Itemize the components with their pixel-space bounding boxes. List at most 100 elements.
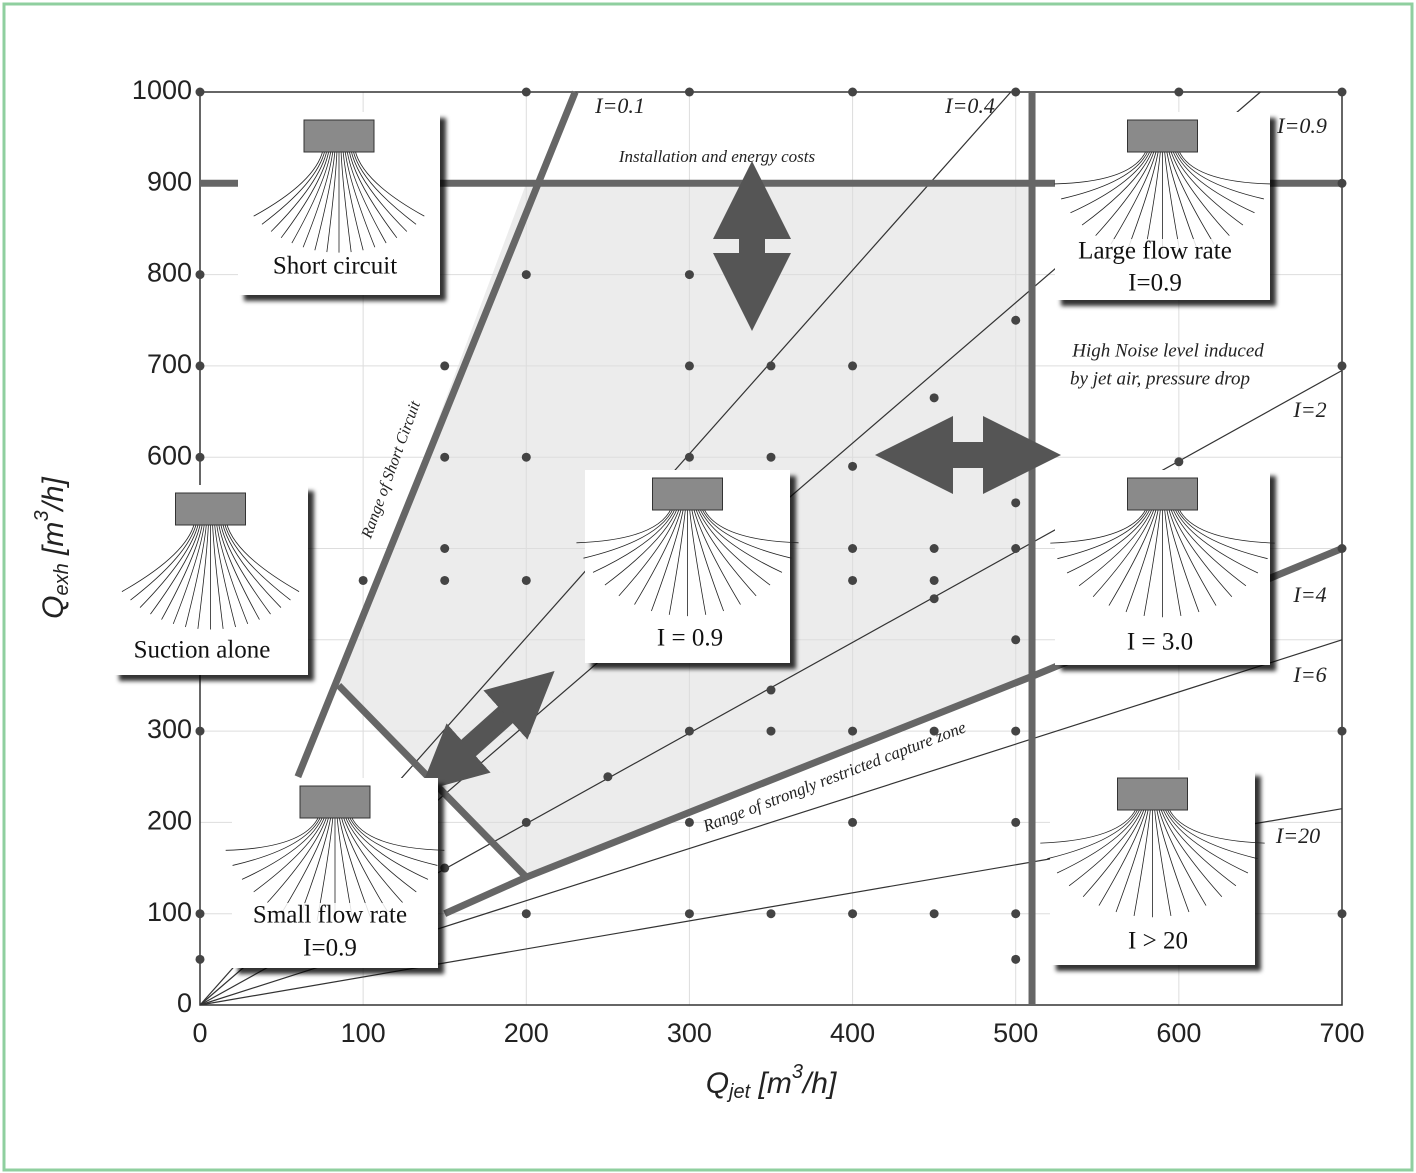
streamline bbox=[634, 507, 682, 605]
streamline bbox=[1066, 507, 1151, 574]
data-point bbox=[1011, 544, 1021, 553]
data-point bbox=[929, 594, 939, 604]
streamline bbox=[232, 815, 322, 866]
inset-label: I=0.9 bbox=[1128, 270, 1182, 297]
inset: I > 20 bbox=[1040, 770, 1265, 965]
streamline bbox=[342, 815, 403, 903]
data-point bbox=[684, 817, 694, 827]
streamline bbox=[703, 507, 799, 544]
streamline bbox=[695, 507, 757, 597]
streamline bbox=[1047, 807, 1139, 860]
streamline bbox=[592, 507, 676, 573]
streamline bbox=[197, 522, 209, 629]
line-label: I=0.4 bbox=[944, 93, 995, 118]
streamline bbox=[161, 522, 203, 620]
streamline bbox=[1095, 149, 1155, 236]
streamline bbox=[282, 815, 330, 912]
data-point bbox=[848, 909, 858, 919]
streamline bbox=[1092, 507, 1155, 598]
streamline bbox=[1110, 149, 1157, 245]
data-point bbox=[1011, 635, 1021, 645]
data-point bbox=[766, 909, 776, 919]
x-tick-label: 700 bbox=[1319, 1018, 1364, 1048]
streamline bbox=[1164, 507, 1182, 616]
streamline bbox=[139, 522, 199, 608]
streamline bbox=[354, 149, 425, 217]
data-point bbox=[440, 575, 450, 585]
streamline bbox=[185, 522, 207, 628]
data-point bbox=[1011, 817, 1021, 827]
streamline bbox=[1166, 507, 1200, 613]
y-tick-label: 600 bbox=[147, 440, 192, 470]
streamline bbox=[350, 149, 408, 232]
streamline bbox=[618, 507, 680, 597]
streamline bbox=[346, 815, 429, 880]
streamline bbox=[150, 522, 201, 615]
nozzle bbox=[299, 785, 371, 819]
x-tick-label: 300 bbox=[667, 1018, 712, 1048]
x-tick-label: 200 bbox=[504, 1018, 549, 1048]
annotation: High Noise level induced bbox=[1071, 340, 1264, 361]
inset: Suction alone bbox=[113, 485, 308, 675]
streamline bbox=[1108, 507, 1157, 606]
streamline bbox=[1082, 807, 1145, 898]
streamline bbox=[1172, 149, 1244, 226]
data-point bbox=[603, 772, 613, 782]
data-point bbox=[440, 544, 450, 553]
xlabel-label: Qjet [m3/h] bbox=[706, 1061, 837, 1103]
inset-label: Suction alone bbox=[134, 637, 271, 664]
streamline bbox=[1078, 507, 1153, 587]
data-point bbox=[1011, 954, 1021, 964]
data-point bbox=[848, 461, 858, 471]
annotation: by jet air, pressure drop bbox=[1070, 368, 1250, 389]
inset-label: I = 3.0 bbox=[1127, 629, 1193, 656]
data-point bbox=[684, 87, 694, 97]
streamline bbox=[326, 149, 338, 253]
streamline bbox=[1050, 507, 1147, 544]
label-bg bbox=[255, 936, 405, 964]
data-point bbox=[195, 270, 205, 280]
streamline bbox=[340, 815, 388, 912]
inset: Short circuit bbox=[238, 112, 440, 295]
ylabel-part: /h] bbox=[37, 476, 70, 512]
label-bg bbox=[1085, 630, 1235, 658]
y-tick-label: 100 bbox=[147, 897, 192, 927]
data-point bbox=[521, 452, 531, 462]
data-point bbox=[521, 87, 531, 97]
data-point bbox=[1337, 361, 1347, 371]
data-point bbox=[358, 575, 368, 585]
streamline bbox=[1143, 507, 1161, 616]
streamline bbox=[1162, 807, 1237, 887]
streamline bbox=[1156, 807, 1190, 913]
streamline bbox=[604, 507, 678, 586]
data-point bbox=[1011, 726, 1021, 736]
streamline bbox=[1125, 507, 1159, 613]
data-point bbox=[929, 544, 939, 553]
data-point bbox=[848, 361, 858, 371]
data-point bbox=[195, 87, 205, 97]
streamline bbox=[651, 507, 684, 612]
streamline bbox=[342, 149, 364, 251]
nozzle bbox=[303, 119, 375, 153]
streamline bbox=[1178, 149, 1271, 185]
streamline bbox=[267, 815, 328, 903]
streamline bbox=[1170, 149, 1230, 236]
inset-label: I = 0.9 bbox=[657, 625, 723, 652]
x-tick-label: 600 bbox=[1156, 1018, 1201, 1048]
streamline bbox=[1061, 149, 1149, 200]
streamline bbox=[226, 522, 300, 592]
streamline bbox=[583, 507, 674, 559]
streamline bbox=[689, 507, 707, 615]
streamline bbox=[340, 149, 352, 253]
streamline bbox=[1164, 807, 1249, 874]
streamline bbox=[214, 522, 236, 628]
label-bg bbox=[127, 638, 277, 666]
streamline bbox=[1174, 149, 1255, 214]
inset-label: Small flow rate bbox=[253, 902, 407, 929]
data-point bbox=[766, 685, 776, 695]
data-point bbox=[766, 726, 776, 736]
x-tick-label: 0 bbox=[192, 1018, 207, 1048]
data-point bbox=[1337, 909, 1347, 919]
data-point bbox=[1337, 87, 1347, 97]
